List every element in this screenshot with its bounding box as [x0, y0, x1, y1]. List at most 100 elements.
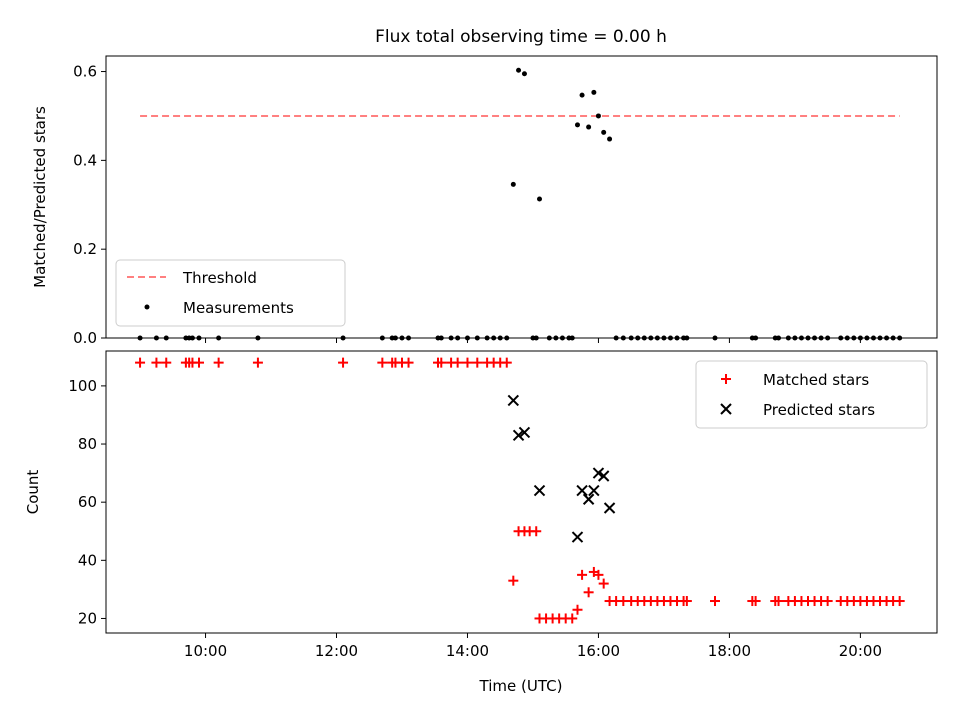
matched-star-point	[252, 357, 263, 368]
measurement-point	[510, 181, 516, 187]
top-legend: Threshold Measurements	[115, 259, 346, 327]
measurement-point	[579, 92, 585, 98]
predicted-star-point-b	[518, 426, 531, 439]
legend-predicted-label: Predicted stars	[763, 401, 875, 419]
bottom-plot-frame	[105, 350, 938, 634]
matched-star-points	[135, 357, 905, 624]
matched-star-point	[161, 357, 172, 368]
matched-star-point	[193, 357, 204, 368]
legend-matched-marker	[721, 374, 731, 384]
matched-star-point	[436, 357, 447, 368]
matched-star-point	[577, 569, 588, 580]
measurement-point	[521, 71, 527, 77]
predicted-star-point	[582, 493, 595, 505]
predicted-star-point-b	[576, 484, 588, 497]
y-tick-label: 80	[78, 435, 97, 453]
matched-star-point	[567, 613, 578, 624]
bottom-legend: Matched stars Predicted stars	[695, 360, 928, 429]
y-tick-label: 20	[78, 609, 97, 627]
chart-title: Flux total observing time = 0.00 h	[375, 27, 667, 47]
x-tick-label: 16:00	[577, 642, 620, 660]
predicted-star-point-b	[512, 429, 525, 442]
matched-star-point	[598, 578, 609, 589]
bottom-panel: 20 40 60 80 100 10:00 12:00 14:00 16:00 18:00 20:…	[24, 350, 938, 660]
predicted-star-point-b	[507, 394, 520, 407]
legend-measurement-swatch	[144, 304, 150, 310]
x-tick-label: 14:00	[446, 642, 489, 660]
measurement-point	[537, 196, 543, 202]
legend-predicted-swatch	[720, 403, 732, 415]
y-tick-label: 60	[78, 493, 97, 511]
bottom-y-ticks: 20 40 60 80 100	[68, 377, 106, 627]
matched-star-point	[472, 357, 483, 368]
y-tick-label: 100	[68, 377, 97, 395]
measurement-point	[574, 122, 580, 128]
predicted-star-point-b	[533, 484, 546, 497]
y-tick-label: 0.0	[73, 329, 97, 347]
measurement-point	[601, 129, 607, 135]
matched-star-point	[583, 587, 594, 598]
matched-star-point	[894, 596, 905, 607]
matched-star-point	[593, 569, 604, 580]
matched-star-point	[135, 357, 146, 368]
top-y-axis-label: Matched/Predicted stars	[31, 106, 49, 288]
matched-star-point	[572, 604, 583, 615]
predicted-star-point-b	[592, 467, 605, 479]
top-panel: 0.0 0.2 0.4 0.6 Matched/Predicted stars Thr…	[31, 55, 938, 347]
x-tick-label: 20:00	[839, 642, 882, 660]
legend-measurement-label: Measurements	[183, 299, 294, 317]
predicted-star-point	[588, 484, 600, 497]
y-tick-label: 0.6	[73, 63, 97, 81]
predicted-star-point	[603, 502, 616, 514]
x-axis-label: Time (UTC)	[479, 677, 563, 695]
predicted-star-point	[518, 426, 531, 439]
legend-threshold-label: Threshold	[182, 269, 257, 287]
measurement-point	[591, 89, 597, 95]
measurement-point	[586, 124, 592, 130]
predicted-star-point-b	[571, 531, 584, 543]
legend-predicted-marker	[720, 403, 732, 415]
top-legend-box	[115, 259, 346, 327]
predicted-star-point-b	[588, 484, 600, 497]
bottom-x-ticks: 10:00 12:00 14:00 16:00 18:00 20:00	[184, 633, 882, 660]
top-plot-frame	[105, 55, 938, 339]
matched-star-point	[531, 526, 542, 537]
x-tick-label: 12:00	[315, 642, 358, 660]
predicted-star-point-b	[597, 470, 610, 482]
matched-star-point	[403, 357, 414, 368]
matched-star-point	[773, 596, 784, 607]
bottom-y-axis-label: Count	[24, 470, 42, 515]
matched-star-point	[452, 357, 463, 368]
matched-star-point	[750, 596, 761, 607]
legend-predicted-marker-b	[720, 403, 732, 415]
bottom-legend-box	[695, 360, 928, 429]
matched-star-point	[338, 357, 349, 368]
matched-star-point	[462, 357, 473, 368]
predicted-star-point-b	[603, 502, 616, 514]
y-tick-label: 0.4	[73, 151, 97, 169]
predicted-star-point	[597, 470, 610, 482]
top-y-ticks: 0.0 0.2 0.4 0.6	[73, 63, 106, 347]
predicted-star-points	[507, 394, 616, 543]
matched-star-point	[508, 575, 519, 586]
matched-star-point	[501, 357, 512, 368]
x-tick-label: 10:00	[184, 642, 227, 660]
x-tick-label: 18:00	[708, 642, 751, 660]
matched-star-point	[822, 596, 833, 607]
measurement-point	[595, 113, 601, 119]
matched-star-point	[710, 596, 721, 607]
predicted-star-point	[512, 429, 525, 442]
predicted-star-point-b	[582, 493, 595, 505]
predicted-star-point	[533, 484, 546, 497]
measurement-point	[516, 67, 522, 73]
matched-star-point	[151, 357, 162, 368]
predicted-star-point	[576, 484, 588, 497]
predicted-star-point	[592, 467, 605, 479]
y-tick-label: 40	[78, 551, 97, 569]
matched-star-point	[681, 596, 692, 607]
y-tick-label: 0.2	[73, 240, 97, 258]
predicted-star-point	[507, 394, 520, 407]
legend-matched-swatch	[721, 374, 731, 384]
legend-matched-label: Matched stars	[763, 371, 869, 389]
matched-star-point	[377, 357, 388, 368]
